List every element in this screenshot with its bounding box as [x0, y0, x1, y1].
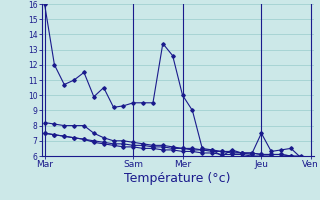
X-axis label: Température (°c): Température (°c) [124, 172, 231, 185]
